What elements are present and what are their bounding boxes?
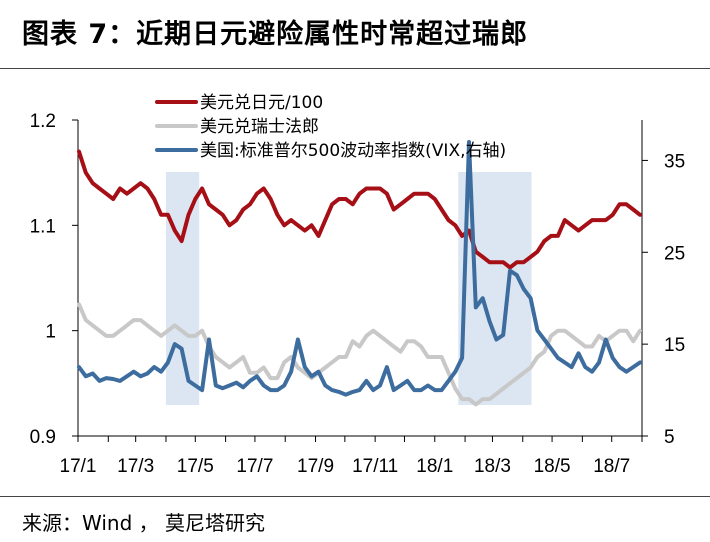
x-tick-label: 17/3 [117, 456, 154, 477]
chart-title: 图表 7：近期日元避险属性时常超过瑞郎 [22, 19, 529, 50]
y-right-tick-label: 25 [664, 243, 685, 264]
title-rule [0, 68, 710, 69]
x-tick-label: 18/1 [416, 456, 453, 477]
y-left-tick-label: 1.2 [30, 111, 56, 132]
x-tick-label: 17/1 [60, 456, 97, 477]
x-tick-label: 17/9 [297, 456, 334, 477]
source-rule [0, 496, 710, 497]
shaded-period-1 [165, 172, 200, 405]
x-tick-label: 17/7 [236, 456, 273, 477]
legend-label-1: 美元兑日元/100 [200, 93, 323, 113]
series-lines [77, 140, 642, 407]
axes: 0.9 1 1.1 1.2 5 15 25 35 17/1 17/3 17/5 17/7 17/9 17/… [30, 111, 686, 477]
source-note: 来源：Wind ， 莫尼塔研究 [22, 511, 265, 535]
x-tick-label: 17/11 [352, 456, 398, 477]
y-right-tick-label: 35 [664, 151, 685, 172]
y-left-tick-label: 1.1 [30, 216, 56, 237]
legend-label-2: 美元兑瑞士法郎 [200, 117, 319, 137]
y-left-tick-label: 1 [45, 322, 56, 343]
series-line-2 [77, 302, 642, 407]
y-right-tick-label: 15 [664, 335, 685, 356]
x-tick-label: 17/5 [177, 456, 214, 477]
shaded-period-2 [458, 172, 532, 405]
series-line-1 [77, 149, 642, 270]
series-line-3 [77, 140, 642, 397]
x-tick-label: 18/7 [593, 456, 630, 477]
legend-label-3: 美国:标准普尔500波动率指数(VIX,右轴) [200, 141, 506, 161]
y-right-tick-label: 5 [664, 427, 675, 448]
y-left-tick-label: 0.9 [30, 427, 56, 448]
x-tick-label: 18/3 [474, 456, 511, 477]
x-tick-label: 18/5 [534, 456, 571, 477]
